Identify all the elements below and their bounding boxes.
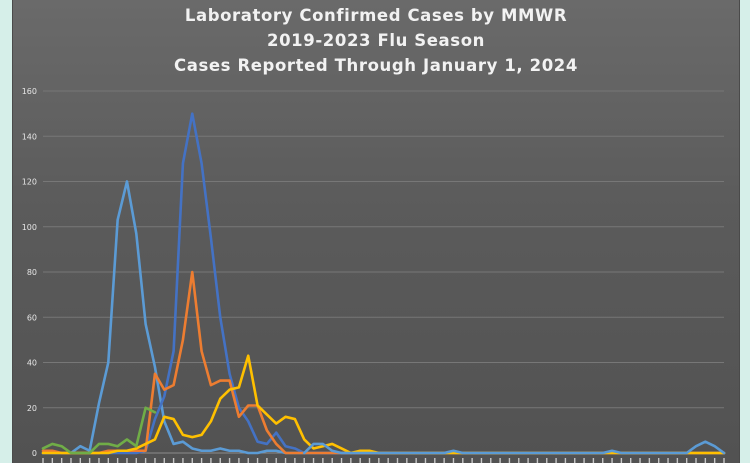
line-chart: 0 20 40 60 80 100 120 140 160 (22, 87, 726, 463)
chart-title-line-1: Laboratory Confirmed Cases by MMWR (184, 6, 568, 25)
series-line-2 (41, 112, 726, 455)
y-tick-label: 60 (27, 313, 37, 322)
y-tick-label: 80 (27, 268, 37, 277)
y-tick-label: 100 (22, 223, 37, 232)
chart-title-line-2: 2019-2023 Flu Season (267, 31, 485, 50)
y-tick-label: 160 (22, 87, 37, 96)
series-line-6 (302, 440, 726, 455)
series-line-4 (41, 354, 726, 455)
y-tick-label: 20 (27, 404, 37, 413)
series-line-5 (41, 406, 157, 455)
y-tick-label: 120 (22, 178, 37, 187)
y-tick-label: 0 (32, 449, 37, 458)
y-tick-label: 40 (27, 359, 37, 368)
chart-panel: Laboratory Confirmed Cases by MMWR 2019-… (12, 0, 740, 463)
y-tick-label: 140 (22, 132, 37, 141)
chart-title-line-3: Cases Reported Through January 1, 2024 (174, 56, 578, 75)
